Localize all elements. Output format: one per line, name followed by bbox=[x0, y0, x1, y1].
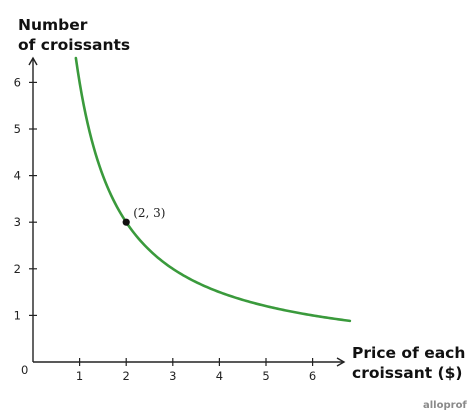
x-tick-label: 5 bbox=[262, 369, 269, 383]
watermark-logo: alloprof bbox=[423, 400, 467, 411]
x-axis-title-line-2: croissant ($) bbox=[352, 364, 463, 382]
x-ticks: 1 2 3 4 5 6 bbox=[76, 358, 316, 383]
y-ticks: 1 2 3 4 5 6 bbox=[14, 75, 37, 322]
origin-label: 0 bbox=[21, 363, 28, 377]
y-tick-label: 2 bbox=[14, 262, 21, 276]
y-tick-label: 4 bbox=[14, 169, 21, 183]
x-axis-title-line-1: Price of each bbox=[352, 344, 465, 362]
y-tick-label: 6 bbox=[14, 75, 21, 89]
y-tick-label: 5 bbox=[14, 122, 21, 136]
y-axis-title-line-2: of croissants bbox=[18, 36, 130, 54]
x-tick-label: 2 bbox=[123, 369, 130, 383]
y-tick-label: 3 bbox=[14, 215, 21, 229]
y-axis-title-line-1: Number bbox=[18, 16, 88, 34]
x-tick-label: 4 bbox=[216, 369, 223, 383]
x-tick-label: 3 bbox=[169, 369, 176, 383]
highlighted-point-label: (2, 3) bbox=[133, 206, 165, 220]
y-tick-label: 1 bbox=[14, 308, 21, 322]
highlighted-point bbox=[122, 218, 130, 226]
x-tick-label: 1 bbox=[76, 369, 83, 383]
x-tick-label: 6 bbox=[309, 369, 316, 383]
series-curve bbox=[74, 56, 352, 323]
